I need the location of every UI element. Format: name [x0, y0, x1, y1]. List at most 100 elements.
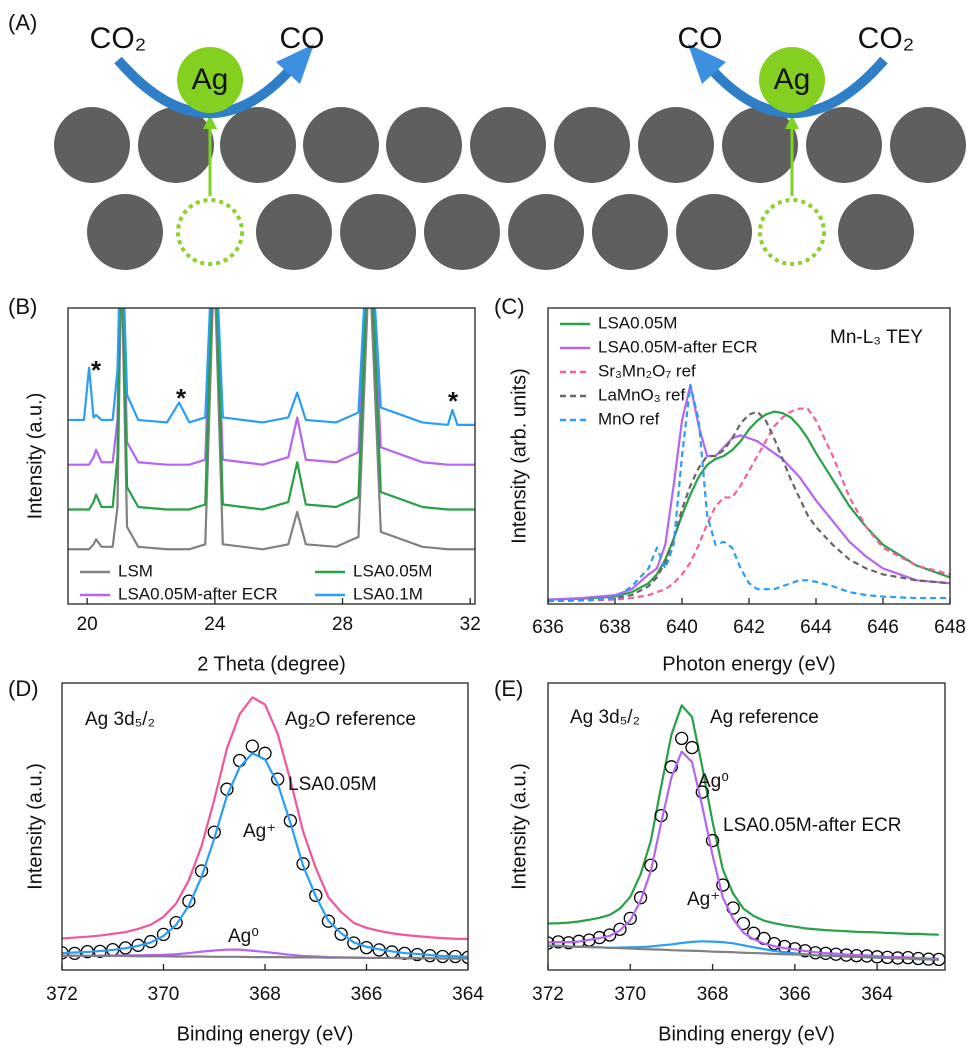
data-point — [613, 922, 627, 936]
data-point — [623, 911, 637, 925]
atom — [54, 107, 130, 183]
series-line — [548, 407, 950, 603]
data-point — [296, 857, 310, 871]
x-tick-label: 20 — [77, 614, 98, 635]
legend-label: LSA0.05M-after ECR — [598, 337, 758, 356]
x-axis-label: 2 Theta (degree) — [197, 653, 346, 675]
data-point — [245, 739, 259, 753]
series-line — [548, 944, 939, 961]
atom — [424, 194, 500, 270]
plot-area — [62, 696, 468, 965]
legend-label: LSA0.05M — [353, 561, 432, 580]
series-label: LSA0.05M-after ECR — [723, 815, 901, 836]
series-line — [62, 752, 468, 958]
plot-area — [548, 704, 945, 967]
reaction-arrow — [114, 56, 292, 119]
x-tick-label: 370 — [148, 984, 180, 1005]
series-line — [548, 410, 950, 603]
panel-label: (A) — [8, 10, 37, 35]
series-line — [62, 954, 468, 960]
data-point — [309, 888, 323, 903]
legend-label: LSA0.05M — [598, 313, 677, 332]
data-point — [633, 891, 648, 905]
x-tick-label: 638 — [599, 617, 631, 638]
series-label: Ag⁺ — [243, 821, 276, 842]
annotation: Ag 3d₅/₂ — [85, 709, 155, 730]
y-axis-label: Intensity (a.u.) — [24, 763, 46, 890]
x-axis-label: Photon energy (eV) — [662, 653, 835, 675]
y-axis-label: Intensity (a.u.) — [508, 763, 530, 890]
product-label: CO — [280, 22, 325, 55]
atom — [470, 107, 546, 183]
atom — [303, 107, 379, 183]
data-point — [716, 878, 730, 892]
arrow-head — [203, 115, 217, 129]
panel-label: (B) — [8, 294, 37, 319]
legend-label: LSA0.05M-after ECR — [118, 584, 278, 603]
data-point — [705, 833, 720, 848]
atom — [676, 194, 752, 270]
catalyst-label: Ag — [774, 63, 811, 96]
atom — [592, 194, 668, 270]
vacancy — [758, 198, 826, 266]
plot-frame — [547, 682, 946, 971]
panel-label: (E) — [494, 676, 523, 701]
vacancy — [176, 198, 244, 266]
series-label: Ag₂O reference — [285, 709, 416, 730]
ag-particle — [759, 47, 825, 113]
data-point — [347, 936, 361, 950]
x-tick-label: 646 — [867, 617, 899, 638]
atom — [256, 194, 332, 270]
annotation: * — [176, 383, 187, 413]
ag-particle — [177, 47, 243, 113]
data-point — [283, 814, 298, 828]
data-point — [685, 740, 699, 755]
plot-area — [548, 383, 950, 603]
series-line — [68, 308, 475, 551]
series-line — [68, 308, 475, 511]
atom — [722, 107, 798, 183]
legend-label: LSM — [118, 561, 153, 580]
panel-label: (C) — [494, 294, 525, 319]
x-tick-label: 364 — [861, 984, 893, 1005]
series-label: Ag⁰ — [698, 771, 729, 792]
arrow-head — [276, 44, 314, 84]
data-point — [675, 731, 689, 746]
x-axis-label: Binding energy (eV) — [177, 1023, 354, 1045]
atom — [806, 107, 882, 183]
data-point — [334, 927, 348, 941]
atom — [220, 107, 296, 183]
product-label: CO — [678, 22, 723, 55]
plot-frame — [67, 307, 476, 605]
x-tick-label: 642 — [733, 617, 765, 638]
legend-label: Sr₃Mn₂O₇ ref — [598, 361, 696, 380]
arrow-head — [688, 44, 726, 84]
series-line — [548, 410, 950, 601]
x-tick-label: 24 — [204, 614, 226, 635]
series-line — [548, 750, 939, 960]
series-label: Ag⁰ — [228, 926, 259, 947]
atom — [838, 194, 914, 270]
annotation: * — [91, 355, 102, 385]
plot-area — [68, 308, 475, 551]
atom — [340, 194, 416, 270]
arrow-head — [785, 115, 799, 129]
atom — [386, 107, 462, 183]
atom — [638, 107, 714, 183]
series-line — [62, 696, 468, 941]
atom-rows — [54, 107, 966, 270]
series-label: LSA0.05M — [288, 774, 377, 795]
annotation: Ag 3d₅/₂ — [570, 707, 640, 728]
legend-label: LSA0.1M — [353, 584, 423, 603]
data-point — [232, 753, 247, 768]
x-tick-label: 370 — [614, 984, 646, 1005]
legend-label: MnO ref — [598, 409, 660, 428]
x-tick-label: 636 — [532, 617, 564, 638]
data-point — [664, 760, 679, 774]
y-axis-label: Intensity (a.u.) — [24, 393, 46, 520]
data-point — [695, 785, 709, 799]
annotation: * — [448, 386, 459, 416]
x-tick-label: 372 — [532, 984, 564, 1005]
series-line — [548, 383, 950, 601]
x-tick-label: 640 — [666, 617, 698, 638]
